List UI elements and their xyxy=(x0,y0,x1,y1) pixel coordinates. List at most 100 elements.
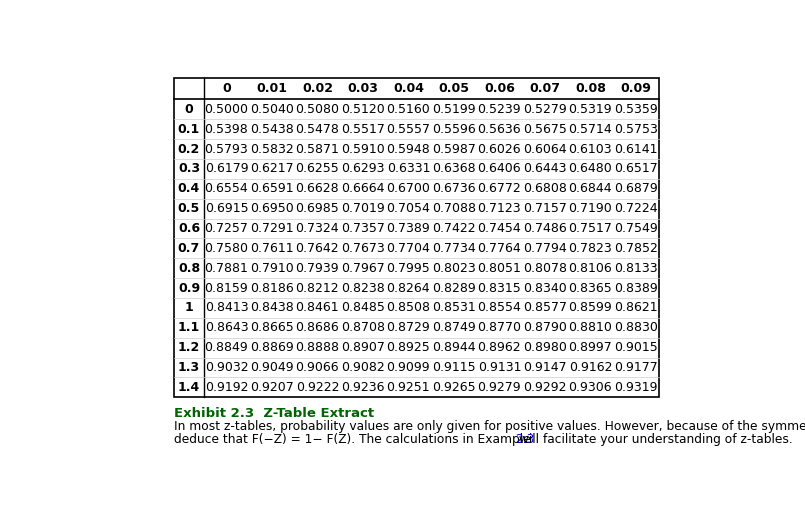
Text: 0.8133: 0.8133 xyxy=(614,262,658,275)
Text: 0.7549: 0.7549 xyxy=(614,222,658,235)
Text: 0.9306: 0.9306 xyxy=(568,381,612,394)
Text: 0.8: 0.8 xyxy=(178,262,200,275)
Text: 0.7054: 0.7054 xyxy=(386,202,431,215)
Text: 0.8106: 0.8106 xyxy=(568,262,613,275)
Text: 0.8962: 0.8962 xyxy=(477,341,521,354)
Text: 0.6026: 0.6026 xyxy=(477,142,521,155)
Text: 0.7611: 0.7611 xyxy=(250,242,294,255)
Text: Exhibit 2.3  Z-Table Extract: Exhibit 2.3 Z-Table Extract xyxy=(174,407,374,420)
Text: 0.6950: 0.6950 xyxy=(250,202,294,215)
Text: 0.8925: 0.8925 xyxy=(386,341,431,354)
Text: 0: 0 xyxy=(184,103,193,116)
Text: 0.9192: 0.9192 xyxy=(204,381,248,394)
Text: 0.03: 0.03 xyxy=(348,82,378,95)
Text: 0.8461: 0.8461 xyxy=(295,302,339,315)
Text: 0.7881: 0.7881 xyxy=(204,262,249,275)
Text: 0.9099: 0.9099 xyxy=(386,361,430,374)
Text: 1.1: 1.1 xyxy=(178,321,200,334)
Text: 0: 0 xyxy=(222,82,231,95)
Text: 0.8438: 0.8438 xyxy=(250,302,294,315)
Text: 0.6844: 0.6844 xyxy=(568,182,612,195)
Text: 0.09: 0.09 xyxy=(621,82,651,95)
Text: 0.5557: 0.5557 xyxy=(386,123,431,136)
Text: 0.6480: 0.6480 xyxy=(568,162,613,175)
Text: 0.5714: 0.5714 xyxy=(568,123,613,136)
Text: 0.5199: 0.5199 xyxy=(432,103,476,116)
Text: 0.8212: 0.8212 xyxy=(295,282,339,295)
Text: 0.7389: 0.7389 xyxy=(386,222,431,235)
Text: 0.7642: 0.7642 xyxy=(295,242,339,255)
Text: 0.8830: 0.8830 xyxy=(614,321,658,334)
Text: 0.8944: 0.8944 xyxy=(432,341,476,354)
Text: 0.8289: 0.8289 xyxy=(432,282,476,295)
Text: 0.8665: 0.8665 xyxy=(250,321,294,334)
Text: 0.8389: 0.8389 xyxy=(614,282,658,295)
Text: 0.9049: 0.9049 xyxy=(250,361,294,374)
Text: 0.8790: 0.8790 xyxy=(523,321,567,334)
Text: 0.7357: 0.7357 xyxy=(341,222,385,235)
Text: 0.9207: 0.9207 xyxy=(250,381,294,394)
Text: 0.9082: 0.9082 xyxy=(341,361,385,374)
Text: 0.7794: 0.7794 xyxy=(523,242,567,255)
Text: 0.6293: 0.6293 xyxy=(341,162,385,175)
Text: 0.5: 0.5 xyxy=(178,202,200,215)
Text: 0.7019: 0.7019 xyxy=(341,202,385,215)
Text: 0.7910: 0.7910 xyxy=(250,262,294,275)
Text: 0.8340: 0.8340 xyxy=(523,282,567,295)
Text: 0.8907: 0.8907 xyxy=(341,341,385,354)
Text: 0.5753: 0.5753 xyxy=(614,123,658,136)
Text: 0.6664: 0.6664 xyxy=(341,182,385,195)
Text: 0.8888: 0.8888 xyxy=(295,341,340,354)
Text: 0.9162: 0.9162 xyxy=(568,361,612,374)
Text: 0.6179: 0.6179 xyxy=(204,162,248,175)
Text: 0.8315: 0.8315 xyxy=(477,282,522,295)
Text: 0.6443: 0.6443 xyxy=(523,162,567,175)
Text: 0.9131: 0.9131 xyxy=(477,361,521,374)
Text: 1.2: 1.2 xyxy=(178,341,200,354)
Text: 0.6103: 0.6103 xyxy=(568,142,612,155)
Text: 0.6736: 0.6736 xyxy=(432,182,476,195)
Text: 0.7422: 0.7422 xyxy=(432,222,476,235)
Text: 0.7517: 0.7517 xyxy=(568,222,613,235)
Text: 0.5000: 0.5000 xyxy=(204,103,249,116)
Text: 0.7454: 0.7454 xyxy=(477,222,522,235)
Text: 0.8159: 0.8159 xyxy=(204,282,248,295)
Text: 2.3: 2.3 xyxy=(515,433,535,446)
Text: 0.8621: 0.8621 xyxy=(614,302,658,315)
Text: 0.5596: 0.5596 xyxy=(432,123,476,136)
Text: 0.9279: 0.9279 xyxy=(477,381,521,394)
Text: 0.8485: 0.8485 xyxy=(341,302,385,315)
Text: 0.6368: 0.6368 xyxy=(432,162,476,175)
Text: 0.8810: 0.8810 xyxy=(568,321,613,334)
Text: 0.8264: 0.8264 xyxy=(386,282,430,295)
Text: 0.5160: 0.5160 xyxy=(386,103,431,116)
Text: 0.6808: 0.6808 xyxy=(523,182,567,195)
Text: 0.8554: 0.8554 xyxy=(477,302,522,315)
Text: 0.01: 0.01 xyxy=(257,82,287,95)
Text: 0.9177: 0.9177 xyxy=(614,361,658,374)
Text: 0.9115: 0.9115 xyxy=(432,361,476,374)
Text: 0.5987: 0.5987 xyxy=(432,142,476,155)
Text: 0.8531: 0.8531 xyxy=(432,302,476,315)
Text: 0.8770: 0.8770 xyxy=(477,321,522,334)
Text: 0.6591: 0.6591 xyxy=(250,182,294,195)
Text: 0.7224: 0.7224 xyxy=(614,202,658,215)
Text: 0.08: 0.08 xyxy=(575,82,606,95)
Text: 0.8508: 0.8508 xyxy=(386,302,431,315)
Text: 1.4: 1.4 xyxy=(178,381,200,394)
Text: 0.8078: 0.8078 xyxy=(523,262,567,275)
Text: 0.04: 0.04 xyxy=(393,82,424,95)
Text: 0.6141: 0.6141 xyxy=(614,142,658,155)
Text: 0.6879: 0.6879 xyxy=(614,182,658,195)
Text: 0.8238: 0.8238 xyxy=(341,282,385,295)
Text: 0.7324: 0.7324 xyxy=(295,222,339,235)
Text: 0.7486: 0.7486 xyxy=(523,222,567,235)
Text: 0.5948: 0.5948 xyxy=(386,142,431,155)
Text: 0.5040: 0.5040 xyxy=(250,103,294,116)
Text: 0.9236: 0.9236 xyxy=(341,381,385,394)
Text: 0.6700: 0.6700 xyxy=(386,182,431,195)
Text: 0.5438: 0.5438 xyxy=(250,123,294,136)
Text: 0.6554: 0.6554 xyxy=(204,182,248,195)
Text: 0.6406: 0.6406 xyxy=(477,162,521,175)
Text: 0.7823: 0.7823 xyxy=(568,242,613,255)
